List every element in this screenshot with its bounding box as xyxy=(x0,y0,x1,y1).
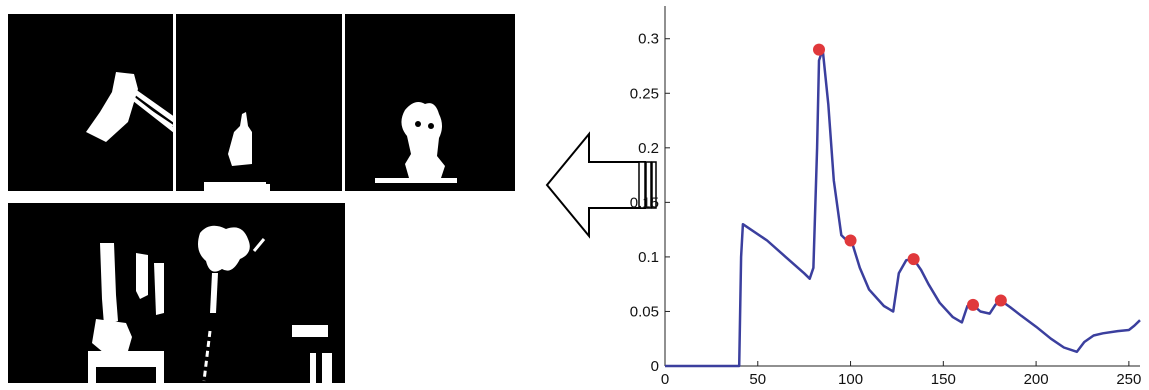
peak-marker xyxy=(994,294,1007,307)
histogram-chart: 0 0.05 0.1 0.15 0.2 0.25 0.3 0 50 100 150 200 250 xyxy=(600,0,1149,390)
peak-marker xyxy=(967,298,980,311)
x-tick-label: 100 xyxy=(838,371,863,388)
y-tick-label: 0.3 xyxy=(638,31,659,48)
x-tick-label: 0 xyxy=(661,371,669,388)
y-tick-label: 0.1 xyxy=(638,249,659,266)
mask-tile xyxy=(170,203,345,383)
scene-mask xyxy=(198,225,332,383)
blocks-mask xyxy=(88,243,164,383)
y-tick-label: 0.2 xyxy=(638,140,659,157)
y-tick-label: 0.15 xyxy=(630,194,659,211)
x-tick-label: 250 xyxy=(1116,371,1141,388)
mask-tile xyxy=(345,14,515,191)
mask-grid xyxy=(0,0,520,390)
mask-tile xyxy=(176,14,342,191)
chart-svg: 0 0.05 0.1 0.15 0.2 0.25 0.3 0 50 100 150 200 250 xyxy=(630,6,1141,388)
x-tick-label: 50 xyxy=(749,371,766,388)
y-tick-label: 0 xyxy=(651,358,659,375)
x-tick-label: 150 xyxy=(931,371,956,388)
peak-marker xyxy=(907,253,920,266)
bottle-mask xyxy=(204,112,270,191)
x-tick-label: 200 xyxy=(1024,371,1049,388)
figure-mask xyxy=(375,102,457,183)
left-arrow-icon xyxy=(545,130,665,240)
lamp-mask xyxy=(86,72,173,142)
mask-tile xyxy=(8,14,173,191)
peak-marker xyxy=(844,234,857,247)
series-line xyxy=(665,48,1141,368)
peak-marker xyxy=(813,43,826,56)
y-tick-label: 0.05 xyxy=(630,303,659,320)
y-tick-label: 0.25 xyxy=(630,85,659,102)
